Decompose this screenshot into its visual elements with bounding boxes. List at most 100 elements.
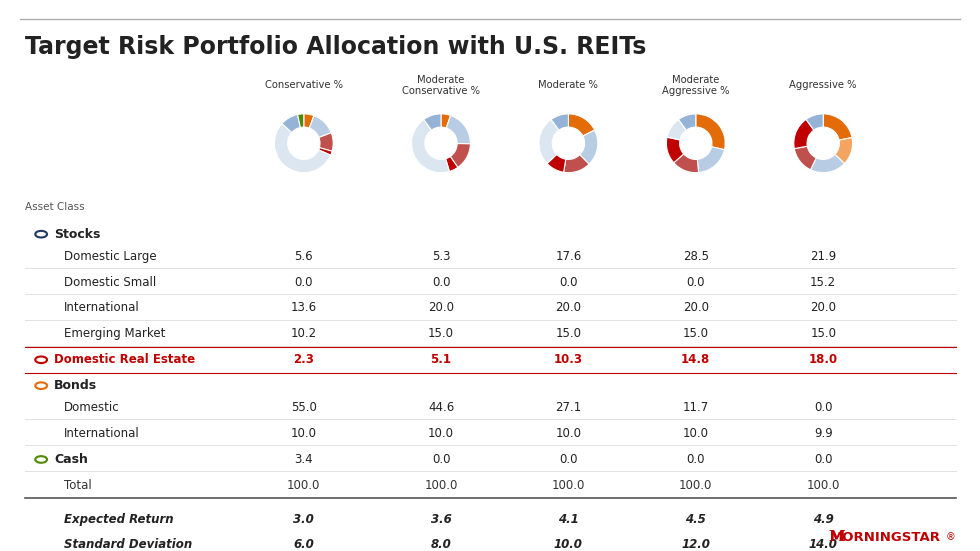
Text: 9.9: 9.9 — [813, 427, 833, 440]
Text: 55.0: 55.0 — [291, 401, 317, 414]
Text: 100.0: 100.0 — [679, 479, 712, 492]
Text: 10.3: 10.3 — [554, 353, 583, 366]
Text: 12.0: 12.0 — [681, 538, 710, 551]
Text: 0.0: 0.0 — [814, 401, 832, 414]
Wedge shape — [673, 154, 699, 172]
Text: 28.5: 28.5 — [683, 250, 709, 263]
Text: 8.0: 8.0 — [430, 538, 452, 551]
Wedge shape — [667, 120, 686, 140]
Text: 15.2: 15.2 — [810, 276, 836, 289]
Text: 3.4: 3.4 — [294, 453, 314, 466]
Text: 18.0: 18.0 — [808, 353, 838, 366]
Wedge shape — [274, 123, 330, 172]
Text: 100.0: 100.0 — [807, 479, 840, 492]
Text: 15.0: 15.0 — [556, 327, 581, 341]
Text: 100.0: 100.0 — [552, 479, 585, 492]
Text: 3.6: 3.6 — [430, 512, 452, 526]
Text: Target Risk Portfolio Allocation with U.S. REITs: Target Risk Portfolio Allocation with U.… — [24, 35, 646, 59]
Text: Domestic Small: Domestic Small — [64, 276, 156, 289]
Wedge shape — [282, 115, 301, 132]
Wedge shape — [318, 148, 332, 155]
Text: 2.3: 2.3 — [293, 353, 315, 366]
Wedge shape — [794, 120, 813, 149]
Text: 20.0: 20.0 — [810, 301, 836, 315]
Text: 14.8: 14.8 — [681, 353, 710, 366]
Text: Standard Deviation: Standard Deviation — [64, 538, 192, 551]
Text: 21.9: 21.9 — [810, 250, 836, 263]
Text: 11.7: 11.7 — [683, 401, 709, 414]
Text: 10.0: 10.0 — [683, 427, 709, 440]
Text: Domestic Large: Domestic Large — [64, 250, 157, 263]
Wedge shape — [304, 114, 314, 128]
Text: 0.0: 0.0 — [814, 453, 832, 466]
Text: 15.0: 15.0 — [810, 327, 836, 341]
Text: 10.0: 10.0 — [428, 427, 454, 440]
Text: 44.6: 44.6 — [428, 401, 454, 414]
Circle shape — [35, 356, 47, 363]
Text: ®: ® — [946, 532, 955, 542]
Wedge shape — [551, 114, 568, 130]
Text: Moderate
Aggressive %: Moderate Aggressive % — [662, 74, 729, 96]
Text: Domestic Real Estate: Domestic Real Estate — [54, 353, 195, 366]
Wedge shape — [539, 120, 559, 164]
Text: 15.0: 15.0 — [428, 327, 454, 341]
Text: 6.0: 6.0 — [293, 538, 315, 551]
Wedge shape — [810, 154, 845, 172]
Text: 4.1: 4.1 — [558, 512, 579, 526]
Text: 0.0: 0.0 — [560, 453, 577, 466]
Wedge shape — [423, 114, 441, 130]
Text: Asset Class: Asset Class — [24, 202, 84, 212]
Text: 0.0: 0.0 — [687, 276, 705, 289]
Text: 0.0: 0.0 — [687, 453, 705, 466]
Text: 10.0: 10.0 — [554, 538, 583, 551]
Text: M: M — [828, 530, 845, 544]
Text: International: International — [64, 427, 139, 440]
Text: 10.0: 10.0 — [556, 427, 581, 440]
Wedge shape — [835, 138, 853, 164]
Wedge shape — [666, 137, 684, 163]
Text: Expected Return: Expected Return — [64, 512, 173, 526]
Wedge shape — [310, 116, 331, 138]
Text: 4.5: 4.5 — [685, 512, 707, 526]
Wedge shape — [568, 114, 595, 136]
Wedge shape — [580, 130, 598, 164]
Text: 4.9: 4.9 — [812, 512, 834, 526]
Text: Domestic: Domestic — [64, 401, 120, 414]
Wedge shape — [698, 147, 724, 172]
Text: 5.3: 5.3 — [432, 250, 450, 263]
Wedge shape — [696, 114, 725, 150]
Wedge shape — [678, 114, 696, 130]
Text: 13.6: 13.6 — [291, 301, 317, 315]
Text: Bonds: Bonds — [54, 379, 97, 392]
Text: 14.0: 14.0 — [808, 538, 838, 551]
Circle shape — [35, 456, 47, 463]
Text: 0.0: 0.0 — [295, 276, 313, 289]
Text: 0.0: 0.0 — [560, 276, 577, 289]
Text: 0.0: 0.0 — [432, 276, 450, 289]
Text: International: International — [64, 301, 139, 315]
Text: 27.1: 27.1 — [556, 401, 581, 414]
Wedge shape — [450, 144, 470, 168]
Text: 0.0: 0.0 — [432, 453, 450, 466]
Text: 3.0: 3.0 — [293, 512, 315, 526]
Wedge shape — [446, 156, 458, 171]
Text: 5.1: 5.1 — [430, 353, 452, 366]
Text: 10.2: 10.2 — [291, 327, 317, 341]
Circle shape — [35, 382, 47, 389]
Text: Moderate %: Moderate % — [538, 80, 599, 90]
Circle shape — [35, 231, 47, 237]
Wedge shape — [794, 146, 816, 170]
Wedge shape — [298, 114, 304, 127]
Text: Conservative %: Conservative % — [265, 80, 343, 90]
Text: Emerging Market: Emerging Market — [64, 327, 165, 341]
Text: Cash: Cash — [54, 453, 88, 466]
Text: 17.6: 17.6 — [556, 250, 581, 263]
Wedge shape — [807, 114, 823, 130]
Text: 5.6: 5.6 — [294, 250, 314, 263]
Wedge shape — [412, 120, 450, 172]
Text: Moderate
Conservative %: Moderate Conservative % — [402, 74, 480, 96]
Text: MORNINGSTAR: MORNINGSTAR — [830, 531, 941, 544]
Text: 100.0: 100.0 — [287, 479, 320, 492]
Text: Total: Total — [64, 479, 91, 492]
Wedge shape — [547, 154, 565, 172]
